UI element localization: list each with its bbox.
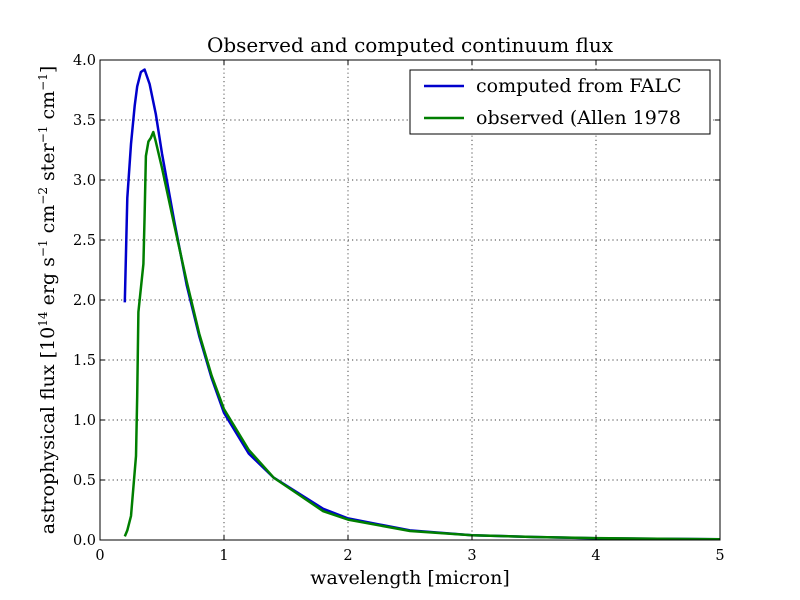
plot-area: 0 1 2 3 4 5 0.0 0.5 1.0 1.5 2.0 2.5 3.0 3.5 4.0 [73, 53, 725, 564]
y-axis-title: astrophysical flux [1014 erg s−1 cm−2 st… [36, 66, 59, 535]
legend-label-observed: observed (Allen 1978 [476, 107, 681, 129]
legend-label-computed: computed from FALC [476, 75, 682, 97]
x-tick-label: 5 [715, 548, 724, 564]
x-tick-label: 4 [591, 548, 600, 564]
legend-box [409, 69, 711, 135]
legend: computed from FALC observed (Allen 1978 [409, 69, 711, 135]
x-tick-label: 2 [343, 548, 352, 564]
series-line-observed [123, 130, 721, 541]
y-tick-label: 1.0 [73, 413, 96, 429]
y-tick-label: 2.5 [73, 233, 96, 249]
y-tick-label: 3.5 [73, 113, 96, 129]
y-tick-label: 1.5 [73, 353, 96, 369]
y-tick-label: 0.0 [73, 533, 96, 549]
series-lines [123, 68, 721, 541]
chart-title: Observed and computed continuum flux [207, 33, 614, 57]
y-tick-label: 3.0 [73, 173, 96, 189]
y-tick-label: 0.5 [73, 473, 96, 489]
y-tick-label: 2.0 [73, 293, 96, 309]
x-tick-label: 1 [219, 548, 228, 564]
x-axis-title: wavelength [micron] [310, 567, 510, 589]
x-tick-label: 3 [467, 548, 476, 564]
ticks: 0 1 2 3 4 5 0.0 0.5 1.0 1.5 2.0 2.5 3.0 3.5 4.0 [73, 53, 725, 564]
y-tick-label: 4.0 [73, 53, 96, 69]
x-tick-label: 0 [95, 548, 104, 564]
